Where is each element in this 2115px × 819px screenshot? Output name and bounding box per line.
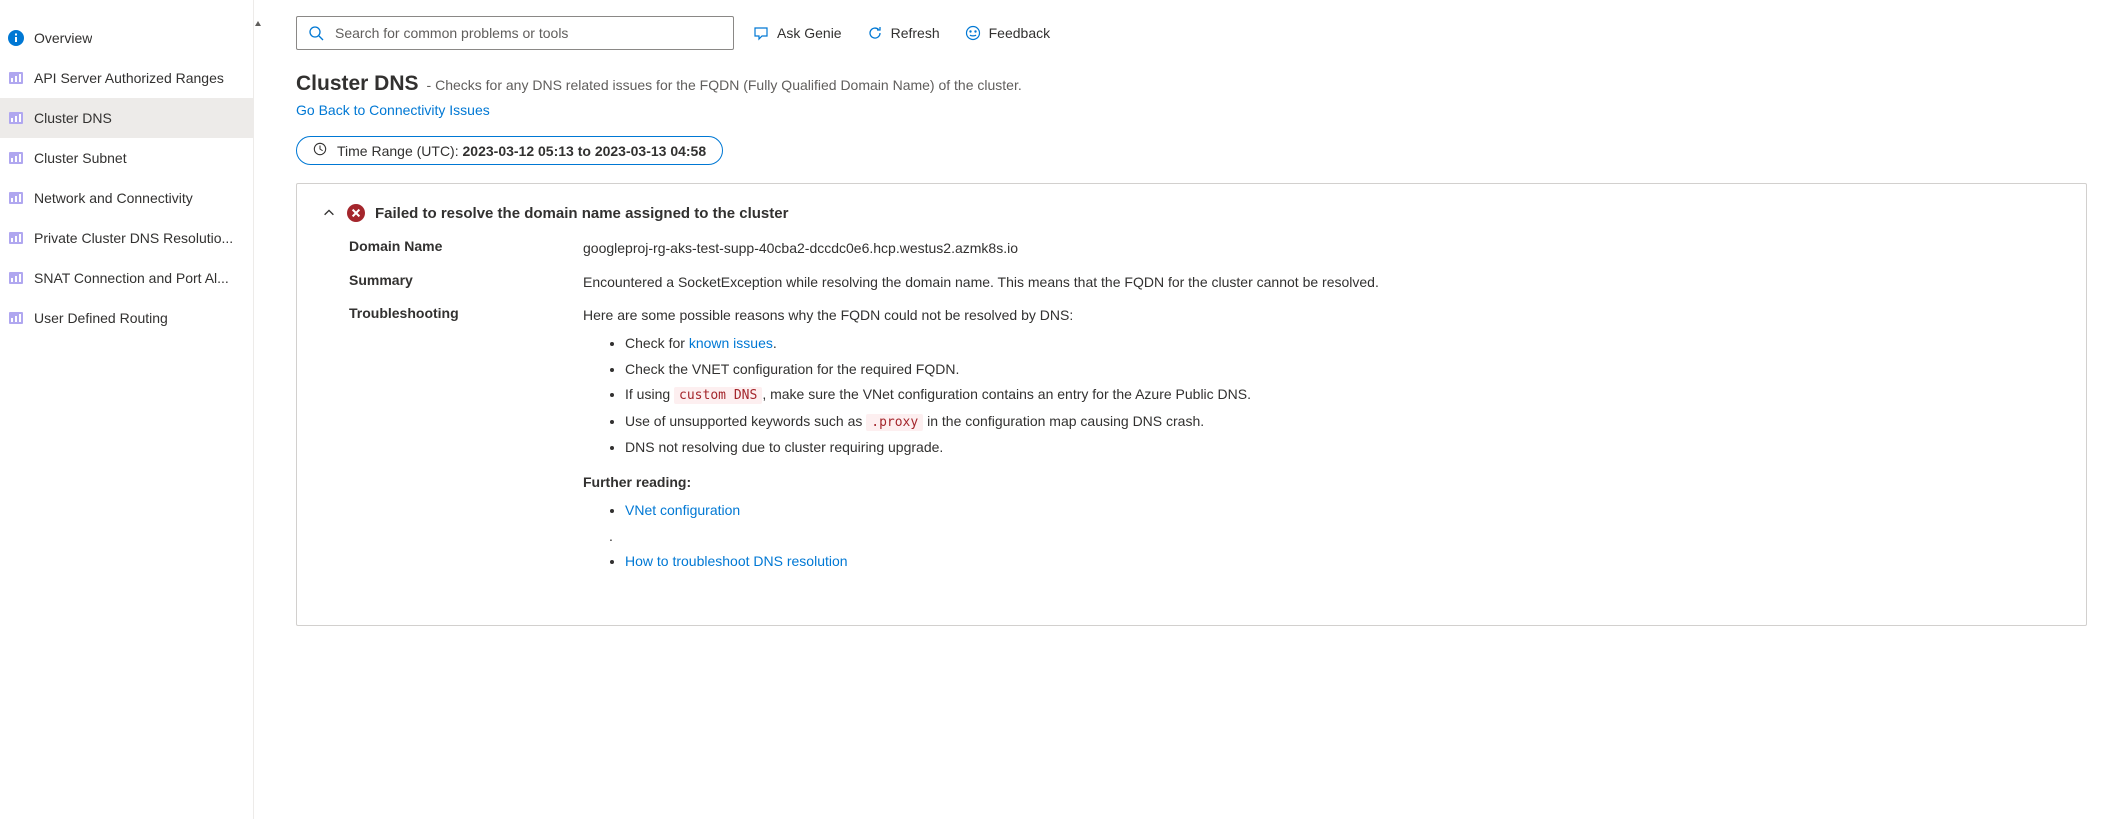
detail-row-domain: Domain Name googleproj-rg-aks-test-supp-…: [349, 238, 2062, 260]
card-header: Failed to resolve the domain name assign…: [321, 204, 2062, 222]
chart-icon: [8, 230, 24, 246]
list-item: Check for known issues.: [625, 333, 2062, 355]
back-link[interactable]: Go Back to Connectivity Issues: [296, 102, 490, 118]
sidebar-item-private-dns[interactable]: Private Cluster DNS Resolutio...: [0, 218, 253, 258]
ask-genie-label: Ask Genie: [777, 25, 842, 41]
page-subtitle: - Checks for any DNS related issues for …: [427, 77, 1022, 93]
troubleshooting-label: Troubleshooting: [349, 305, 559, 587]
sidebar-label: Private Cluster DNS Resolutio...: [34, 230, 233, 246]
feedback-label: Feedback: [989, 25, 1050, 41]
sidebar-item-cluster-dns[interactable]: Cluster DNS: [0, 98, 253, 138]
code-chip: custom DNS: [674, 387, 762, 404]
domain-label: Domain Name: [349, 238, 559, 260]
diagnostic-card: Failed to resolve the domain name assign…: [296, 183, 2087, 626]
refresh-icon: [866, 24, 884, 42]
time-range-label: Time Range (UTC):: [337, 143, 463, 159]
sidebar-label: Cluster Subnet: [34, 150, 127, 166]
sidebar-item-network[interactable]: Network and Connectivity: [0, 178, 253, 218]
chart-icon: [8, 150, 24, 166]
chart-icon: [8, 70, 24, 86]
further-reading-list: VNet configuration . How to troubleshoot…: [625, 500, 2062, 573]
smile-icon: [964, 24, 982, 42]
list-item: If using custom DNS, make sure the VNet …: [625, 384, 2062, 406]
clock-icon: [313, 142, 327, 159]
list-item: VNet configuration: [625, 500, 2062, 522]
search-icon: [307, 24, 325, 42]
toolbar: Ask Genie Refresh Feedback: [296, 16, 2087, 50]
search-input[interactable]: [335, 25, 723, 41]
sidebar-label: SNAT Connection and Port Al...: [34, 270, 229, 286]
list-item: .: [609, 526, 2062, 548]
sidebar-item-snat[interactable]: SNAT Connection and Port Al...: [0, 258, 253, 298]
chat-icon: [752, 24, 770, 42]
list-item: DNS not resolving due to cluster requiri…: [625, 437, 2062, 459]
troubleshooting-list: Check for known issues. Check the VNET c…: [625, 333, 2062, 458]
page-header: Cluster DNS - Checks for any DNS related…: [296, 72, 2087, 96]
sidebar-item-cluster-subnet[interactable]: Cluster Subnet: [0, 138, 253, 178]
further-reading-label: Further reading:: [583, 472, 2062, 494]
troubleshooting-value: Here are some possible reasons why the F…: [583, 305, 2062, 587]
sidebar-collapse-caret[interactable]: [253, 18, 263, 32]
card-title: Failed to resolve the domain name assign…: [375, 205, 788, 222]
ask-genie-button[interactable]: Ask Genie: [746, 20, 848, 46]
list-item: Use of unsupported keywords such as .pro…: [625, 411, 2062, 433]
sidebar-label: User Defined Routing: [34, 310, 168, 326]
list-item: Check the VNET configuration for the req…: [625, 359, 2062, 381]
refresh-button[interactable]: Refresh: [860, 20, 946, 46]
time-range-pill[interactable]: Time Range (UTC): 2023-03-12 05:13 to 20…: [296, 136, 723, 165]
refresh-label: Refresh: [891, 25, 940, 41]
known-issues-link[interactable]: known issues: [689, 335, 773, 351]
chart-icon: [8, 310, 24, 326]
chart-icon: [8, 190, 24, 206]
info-icon: [8, 30, 24, 46]
code-chip: .proxy: [866, 414, 923, 431]
troubleshooting-intro: Here are some possible reasons why the F…: [583, 305, 2062, 327]
summary-value: Encountered a SocketException while reso…: [583, 272, 2062, 294]
sidebar-label: Network and Connectivity: [34, 190, 193, 206]
chart-icon: [8, 270, 24, 286]
sidebar-label: Cluster DNS: [34, 110, 112, 126]
dns-troubleshoot-link[interactable]: How to troubleshoot DNS resolution: [625, 553, 848, 569]
detail-row-summary: Summary Encountered a SocketException wh…: [349, 272, 2062, 294]
search-box[interactable]: [296, 16, 734, 50]
vnet-config-link[interactable]: VNet configuration: [625, 502, 740, 518]
chart-icon: [8, 110, 24, 126]
chevron-up-icon[interactable]: [321, 205, 337, 221]
list-item: How to troubleshoot DNS resolution: [625, 551, 2062, 573]
feedback-button[interactable]: Feedback: [958, 20, 1056, 46]
time-range-value: 2023-03-12 05:13 to 2023-03-13 04:58: [463, 143, 707, 159]
sidebar-label: API Server Authorized Ranges: [34, 70, 224, 86]
page-title: Cluster DNS: [296, 72, 419, 96]
summary-label: Summary: [349, 272, 559, 294]
detail-row-troubleshooting: Troubleshooting Here are some possible r…: [349, 305, 2062, 587]
sidebar-label: Overview: [34, 30, 92, 46]
domain-value: googleproj-rg-aks-test-supp-40cba2-dccdc…: [583, 238, 2062, 260]
sidebar: Overview API Server Authorized Ranges Cl…: [0, 0, 254, 819]
sidebar-item-udr[interactable]: User Defined Routing: [0, 298, 253, 338]
error-icon: [347, 204, 365, 222]
sidebar-item-overview[interactable]: Overview: [0, 18, 253, 58]
sidebar-item-api-ranges[interactable]: API Server Authorized Ranges: [0, 58, 253, 98]
main-content: Ask Genie Refresh Feedback Cluster DNS -…: [254, 0, 2115, 819]
